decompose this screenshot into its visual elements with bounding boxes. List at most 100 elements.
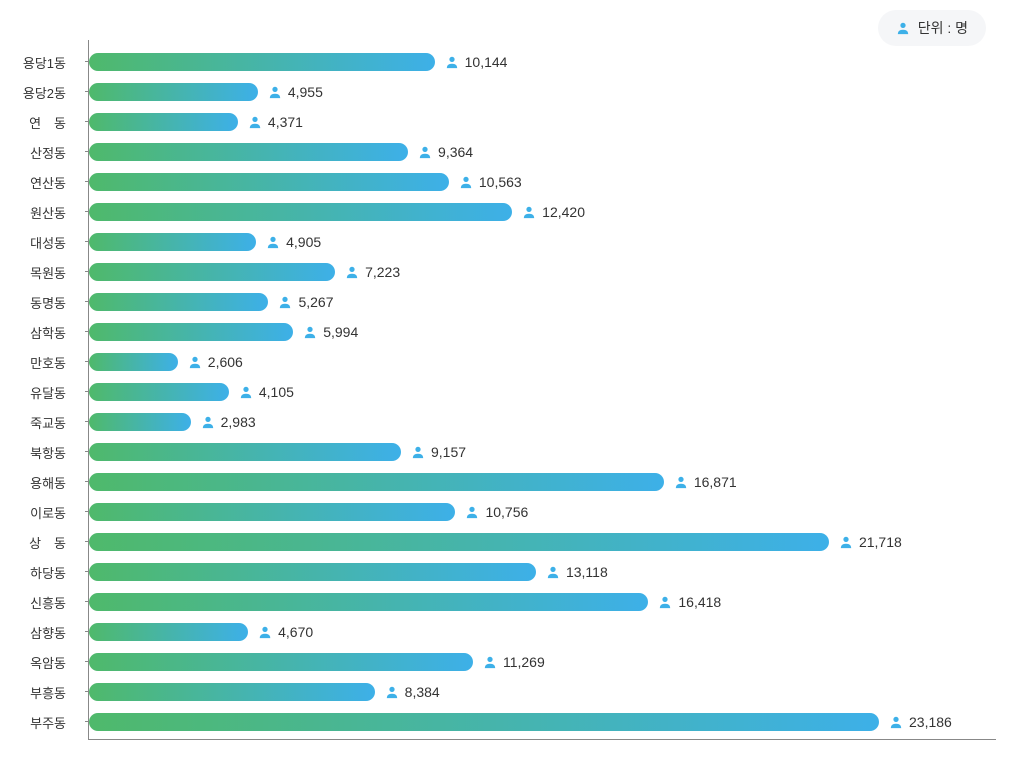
- bar: [89, 713, 879, 731]
- bar-value-container: 10,563: [459, 174, 522, 190]
- bar-value-container: 13,118: [546, 564, 608, 580]
- y-axis-label: 옥암동: [8, 653, 66, 672]
- bar: [89, 173, 449, 191]
- bar-value-container: 5,994: [303, 324, 358, 340]
- bar-row: 2,983: [89, 412, 996, 432]
- y-axis-label: 용당2동: [8, 83, 66, 102]
- bar: [89, 383, 229, 401]
- person-icon: [522, 205, 536, 219]
- person-icon: [411, 445, 425, 459]
- bar-row: 23,186: [89, 712, 996, 732]
- bar-value: 10,563: [479, 174, 522, 190]
- bar-value-container: 5,267: [278, 294, 333, 310]
- bar: [89, 113, 238, 131]
- bar-value: 21,718: [859, 534, 902, 550]
- person-icon: [266, 235, 280, 249]
- bar-value: 2,983: [221, 414, 256, 430]
- person-icon: [248, 115, 262, 129]
- y-axis-label: 동명동: [8, 293, 66, 312]
- bar-row: 16,871: [89, 472, 996, 492]
- bar: [89, 353, 178, 371]
- person-icon: [465, 505, 479, 519]
- bar-row: 12,420: [89, 202, 996, 222]
- bar-row: 2,606: [89, 352, 996, 372]
- bar: [89, 653, 473, 671]
- bar-value-container: 16,418: [658, 594, 721, 610]
- bar: [89, 83, 258, 101]
- person-icon: [674, 475, 688, 489]
- bar-value: 16,418: [678, 594, 721, 610]
- bar: [89, 593, 648, 611]
- person-icon: [459, 175, 473, 189]
- person-icon: [258, 625, 272, 639]
- bar-value-container: 4,371: [248, 114, 303, 130]
- bar-value: 12,420: [542, 204, 585, 220]
- person-icon: [483, 655, 497, 669]
- person-icon: [303, 325, 317, 339]
- bar-row: 9,364: [89, 142, 996, 162]
- bar-value-container: 4,105: [239, 384, 294, 400]
- y-axis-label: 연산동: [8, 173, 66, 192]
- chart-container: 단위 : 명 10,1444,9554,3719,36410,56312,420…: [20, 10, 996, 740]
- y-axis-label: 용당1동: [8, 53, 66, 72]
- bar-value-container: 7,223: [345, 264, 400, 280]
- y-axis-label: 삼학동: [8, 323, 66, 342]
- bar-value-container: 11,269: [483, 654, 545, 670]
- y-axis-labels: 용당1동용당2동연 동산정동연산동원산동대성동목원동동명동삼학동만호동유달동죽교…: [20, 40, 78, 740]
- y-axis-label: 산정동: [8, 143, 66, 162]
- bar-row: 16,418: [89, 592, 996, 612]
- bar-value-container: 12,420: [522, 204, 585, 220]
- bar-row: 10,563: [89, 172, 996, 192]
- bar-value-container: 23,186: [889, 714, 952, 730]
- bar-row: 21,718: [89, 532, 996, 552]
- bar-value: 5,994: [323, 324, 358, 340]
- y-axis-label: 부흥동: [8, 683, 66, 702]
- bar-value: 9,157: [431, 444, 466, 460]
- bar-row: 4,955: [89, 82, 996, 102]
- bar: [89, 233, 256, 251]
- y-axis-label: 용해동: [8, 473, 66, 492]
- bar-value-container: 2,983: [201, 414, 256, 430]
- y-axis-label: 북항동: [8, 443, 66, 462]
- bar-value-container: 2,606: [188, 354, 243, 370]
- person-icon: [268, 85, 282, 99]
- bar: [89, 293, 268, 311]
- person-icon: [445, 55, 459, 69]
- y-axis-label: 상 동: [8, 533, 66, 552]
- bar-value: 16,871: [694, 474, 737, 490]
- bar-row: 4,105: [89, 382, 996, 402]
- bar: [89, 53, 435, 71]
- bar: [89, 203, 512, 221]
- bar-value-container: 8,384: [385, 684, 440, 700]
- bar-value: 4,670: [278, 624, 313, 640]
- bar-value-container: 10,756: [465, 504, 528, 520]
- bar-value-container: 4,905: [266, 234, 321, 250]
- bar-row: 7,223: [89, 262, 996, 282]
- bar-row: 4,670: [89, 622, 996, 642]
- y-axis-label: 부주동: [8, 713, 66, 732]
- bar-value-container: 9,364: [418, 144, 473, 160]
- bar-value: 10,144: [465, 54, 508, 70]
- bar-value: 9,364: [438, 144, 473, 160]
- bar-row: 5,994: [89, 322, 996, 342]
- bar: [89, 143, 408, 161]
- person-icon: [188, 355, 202, 369]
- y-axis-label: 만호동: [8, 353, 66, 372]
- y-axis-label: 죽교동: [8, 413, 66, 432]
- person-icon: [896, 21, 910, 35]
- person-icon: [345, 265, 359, 279]
- person-icon: [839, 535, 853, 549]
- bar: [89, 443, 401, 461]
- bar-value-container: 9,157: [411, 444, 466, 460]
- bar-value: 4,371: [268, 114, 303, 130]
- person-icon: [278, 295, 292, 309]
- bar: [89, 683, 375, 701]
- y-axis-label: 유달동: [8, 383, 66, 402]
- bar: [89, 563, 536, 581]
- bar: [89, 323, 293, 341]
- y-axis-label: 연 동: [8, 113, 66, 132]
- bar-value-container: 4,670: [258, 624, 313, 640]
- bar-row: 4,905: [89, 232, 996, 252]
- bar-value: 11,269: [503, 654, 545, 670]
- bar-value: 4,905: [286, 234, 321, 250]
